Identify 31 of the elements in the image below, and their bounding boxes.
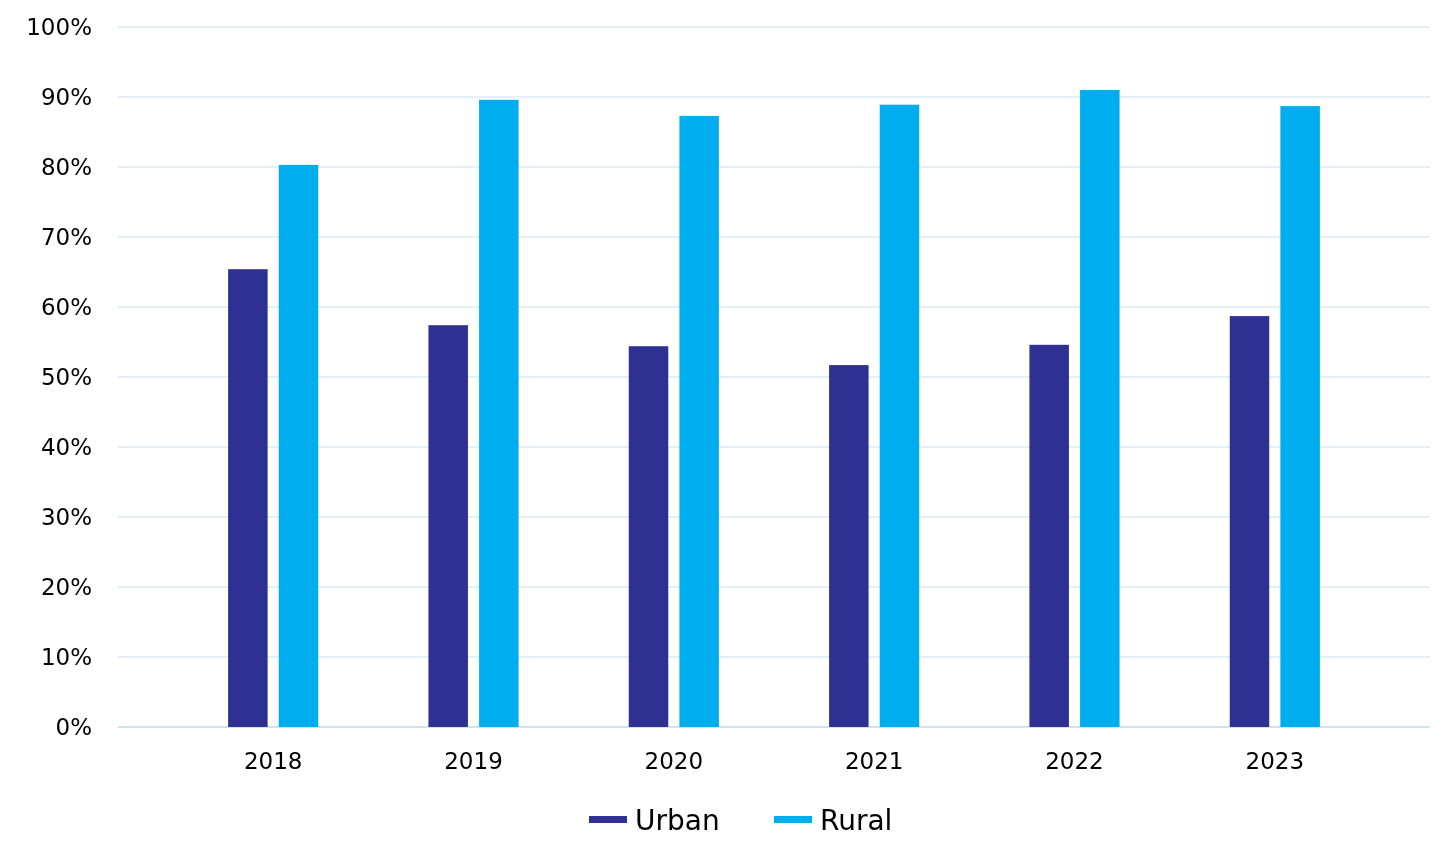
x-tick-label: 2020 bbox=[644, 748, 704, 774]
y-tick-label: 60% bbox=[40, 294, 92, 321]
y-tick-label: 90% bbox=[40, 84, 92, 111]
bar bbox=[479, 99, 519, 727]
x-tick-label: 2023 bbox=[1245, 748, 1305, 774]
bar bbox=[278, 164, 319, 727]
bar bbox=[428, 325, 468, 727]
y-tick-label: 80% bbox=[40, 154, 92, 181]
y-tick-label: 70% bbox=[40, 224, 92, 251]
y-tick-label: 0% bbox=[55, 714, 92, 741]
legend-label: Urban bbox=[635, 803, 720, 837]
y-tick-label: 30% bbox=[40, 504, 92, 531]
bar bbox=[879, 104, 920, 727]
y-tick-label: 10% bbox=[40, 644, 92, 671]
bar bbox=[829, 365, 869, 727]
y-tick-label: 40% bbox=[40, 434, 92, 461]
bar bbox=[228, 269, 268, 727]
x-tick-label: 2022 bbox=[1045, 748, 1104, 774]
x-tick-label: 2019 bbox=[444, 748, 503, 774]
bar bbox=[1280, 106, 1320, 727]
y-tick-label: 20% bbox=[40, 574, 92, 601]
bar bbox=[1229, 316, 1270, 727]
bar bbox=[1029, 344, 1069, 727]
bar bbox=[628, 346, 669, 727]
legend-label: Rural bbox=[820, 803, 893, 837]
bar bbox=[679, 115, 719, 727]
x-tick-label: 2018 bbox=[243, 748, 303, 774]
x-tick-label: 2021 bbox=[844, 748, 904, 774]
y-tick-label: 100% bbox=[26, 14, 92, 41]
y-tick-label: 50% bbox=[40, 364, 92, 391]
bar bbox=[1080, 90, 1120, 727]
